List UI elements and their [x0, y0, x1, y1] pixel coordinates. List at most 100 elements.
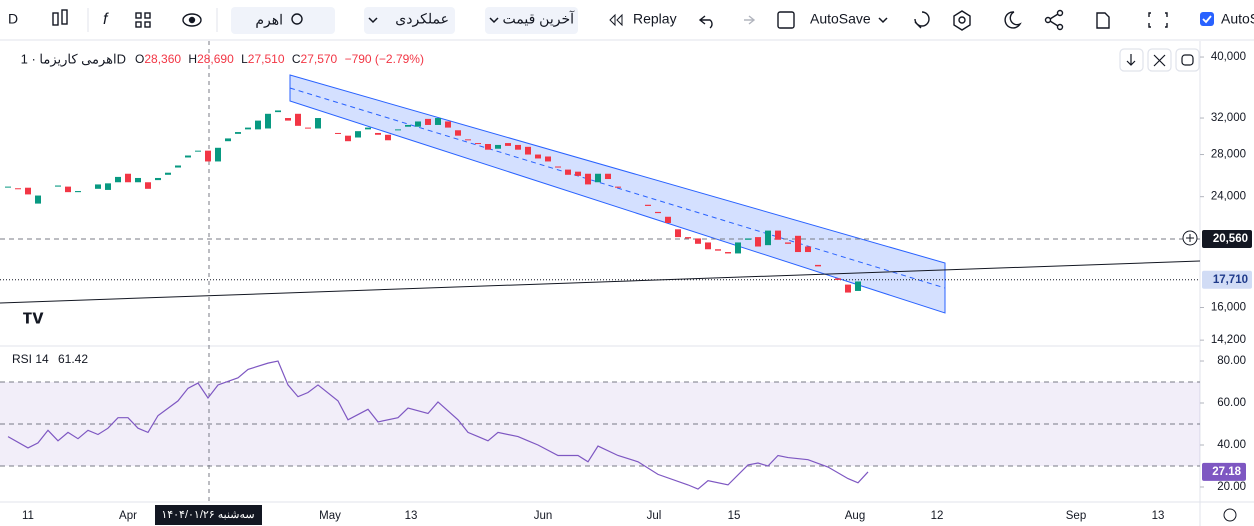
replay-button[interactable]: Replay	[633, 11, 677, 27]
candle-body	[295, 113, 301, 126]
candle-body	[515, 144, 521, 150]
y-tick-label: 40.00	[1217, 439, 1246, 451]
candle-body	[395, 129, 401, 131]
candle-body	[125, 173, 131, 183]
autosave-button[interactable]: AutoSave	[810, 11, 871, 27]
indicators-dropdown[interactable]	[364, 7, 455, 34]
rsi-line	[7, 360, 869, 490]
price-type-text: آخرین قیمت	[503, 10, 576, 28]
candle-body	[795, 235, 801, 253]
search-text: اهرم	[255, 12, 283, 29]
label: O	[135, 52, 144, 66]
candle-body	[735, 242, 741, 254]
toolbar-icons[interactable]	[52, 9, 1168, 31]
autosave-label: AutoSa	[1221, 11, 1254, 27]
candle-body	[655, 211, 661, 214]
chevron	[368, 17, 378, 24]
y-tick-label: 32,000	[1211, 112, 1246, 124]
candle-body	[645, 204, 651, 206]
candle-body	[145, 182, 151, 189]
x-tick-label: 13	[405, 510, 418, 522]
candle-body	[285, 118, 291, 121]
label: L	[241, 52, 248, 66]
candle-body	[105, 183, 111, 190]
candle-body	[55, 185, 61, 187]
candle-body	[405, 124, 411, 127]
candle-body	[265, 113, 271, 129]
candle-body	[615, 186, 621, 188]
x-tick-label: 12	[931, 510, 944, 522]
candle-body	[245, 127, 251, 130]
rsi-last-bg	[1202, 462, 1246, 481]
trend-line	[0, 260, 1201, 304]
candle-body	[205, 150, 211, 162]
candle-body	[355, 131, 361, 138]
candle-body	[665, 216, 671, 223]
x-tick-label: 13	[1152, 510, 1165, 522]
candle-body	[235, 132, 241, 134]
y-tick-label: 80.00	[1217, 355, 1246, 367]
y-tick-label: 14,200	[1211, 334, 1246, 346]
pane-buttons[interactable]	[1119, 48, 1200, 72]
marks: 40,000 32,000 28,000 24,000 16,000 14,200 11 Ap…	[0, 51, 1252, 522]
candle-body	[525, 146, 531, 155]
x-tick-label: 11	[22, 510, 34, 522]
fx-icon[interactable]: f	[103, 11, 109, 28]
parallel-channel	[289, 74, 946, 314]
candle-body	[255, 120, 261, 130]
y-tick-label: 60.00	[1217, 397, 1246, 409]
candle-body	[415, 121, 421, 127]
price-label: 20,560	[1213, 233, 1248, 245]
y-tick-label: 28,000	[1211, 149, 1246, 161]
y-tick-label: 20.00	[1217, 481, 1246, 493]
candle-body	[855, 281, 861, 291]
candle-body	[835, 278, 841, 280]
y-tick-label: 16,000	[1211, 302, 1246, 314]
y-tick-label: 24,000	[1211, 191, 1246, 203]
ohlc: O28,360 H28,690 L27,510 C27,570 −790 (−2…	[135, 52, 424, 66]
candle-body	[15, 188, 21, 190]
search-icon	[291, 13, 303, 25]
candle-body	[485, 144, 491, 150]
label: C	[292, 52, 301, 66]
candle-body	[425, 118, 431, 125]
candle-body	[445, 121, 451, 128]
candle-body	[495, 144, 501, 149]
rsi-name: RSI 14	[12, 352, 49, 366]
x-tick-label: 15	[728, 510, 741, 522]
candle-body	[675, 229, 681, 238]
x-tick-label: Apr	[119, 510, 137, 522]
search-box[interactable]	[231, 7, 335, 34]
candle-body	[135, 177, 141, 183]
candle-body	[115, 176, 121, 183]
candle-body	[155, 177, 161, 181]
candle-body	[765, 230, 771, 246]
candle-body	[545, 156, 551, 162]
candle-body	[455, 130, 461, 136]
symbol-code[interactable]: D	[8, 11, 18, 27]
rsi-value: 61.42	[58, 352, 88, 366]
indicators-text: عملکردی	[395, 11, 449, 28]
candle-body	[565, 169, 571, 175]
candle-body	[165, 172, 171, 175]
candle-body	[345, 135, 351, 142]
x-tick-label: May	[319, 510, 341, 522]
candle-body	[215, 147, 221, 162]
candle-body	[175, 165, 181, 168]
price-label-bg	[1202, 270, 1252, 289]
candle-body	[475, 143, 481, 145]
candle-body	[385, 134, 391, 141]
value: 28,360	[144, 52, 181, 66]
rsi-background	[0, 381, 1200, 467]
price-type-dropdown[interactable]	[485, 7, 578, 34]
chevron	[878, 17, 888, 24]
settings-icon[interactable]	[1223, 508, 1237, 522]
rsi-last-label: 27.18	[1212, 466, 1241, 478]
candle-body	[715, 249, 721, 251]
candle-body	[745, 238, 751, 240]
checkbox[interactable]	[1200, 12, 1214, 26]
candle-body	[65, 186, 71, 193]
candle-body	[75, 191, 81, 193]
